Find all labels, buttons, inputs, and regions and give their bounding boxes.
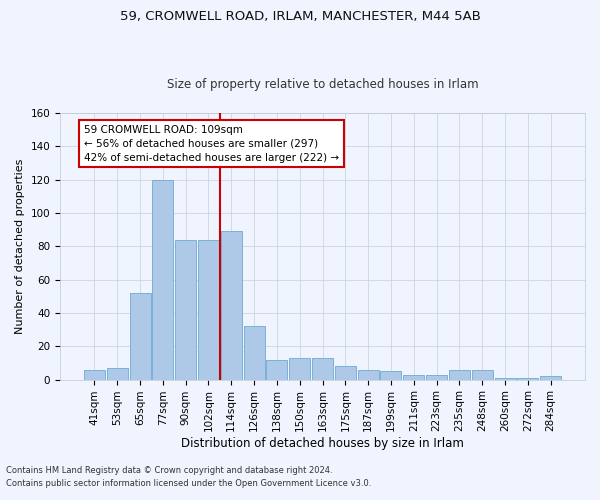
Bar bbox=[335, 366, 356, 380]
Bar bbox=[289, 358, 310, 380]
Bar bbox=[494, 378, 515, 380]
Bar bbox=[312, 358, 333, 380]
Bar bbox=[175, 240, 196, 380]
Bar bbox=[517, 378, 538, 380]
Bar bbox=[84, 370, 105, 380]
Text: 59, CROMWELL ROAD, IRLAM, MANCHESTER, M44 5AB: 59, CROMWELL ROAD, IRLAM, MANCHESTER, M4… bbox=[119, 10, 481, 23]
Bar bbox=[130, 293, 151, 380]
Bar bbox=[426, 374, 447, 380]
Bar bbox=[221, 232, 242, 380]
Bar bbox=[380, 372, 401, 380]
Bar bbox=[244, 326, 265, 380]
Bar bbox=[266, 360, 287, 380]
Text: 59 CROMWELL ROAD: 109sqm
← 56% of detached houses are smaller (297)
42% of semi-: 59 CROMWELL ROAD: 109sqm ← 56% of detach… bbox=[84, 124, 339, 162]
Bar bbox=[107, 368, 128, 380]
X-axis label: Distribution of detached houses by size in Irlam: Distribution of detached houses by size … bbox=[181, 437, 464, 450]
Text: Contains HM Land Registry data © Crown copyright and database right 2024.
Contai: Contains HM Land Registry data © Crown c… bbox=[6, 466, 371, 487]
Bar bbox=[358, 370, 379, 380]
Bar bbox=[403, 374, 424, 380]
Bar bbox=[198, 240, 219, 380]
Bar bbox=[152, 180, 173, 380]
Title: Size of property relative to detached houses in Irlam: Size of property relative to detached ho… bbox=[167, 78, 478, 91]
Bar bbox=[449, 370, 470, 380]
Bar bbox=[472, 370, 493, 380]
Bar bbox=[540, 376, 561, 380]
Y-axis label: Number of detached properties: Number of detached properties bbox=[15, 158, 25, 334]
